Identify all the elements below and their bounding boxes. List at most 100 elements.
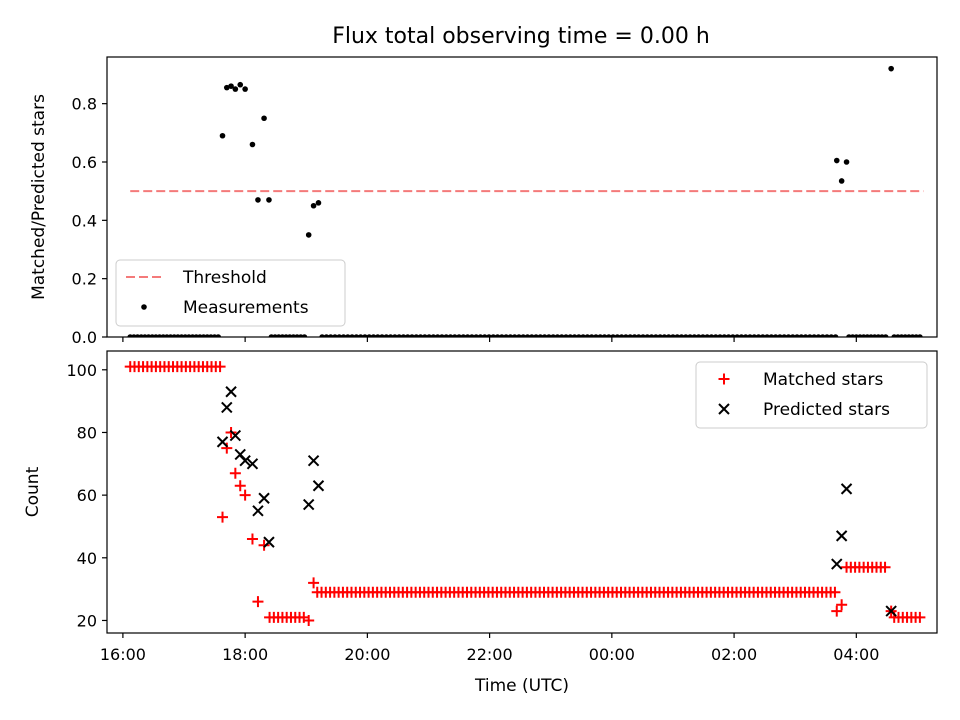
data-point [239, 454, 251, 467]
data-point [323, 334, 330, 337]
data-point [258, 492, 270, 504]
data-point [469, 334, 475, 337]
data-point [670, 334, 676, 337]
data-point [261, 115, 267, 122]
data-point [829, 586, 841, 598]
data-point [336, 334, 343, 337]
data-point [383, 334, 390, 337]
data-point [379, 334, 385, 337]
data-point [695, 334, 702, 337]
data-point [528, 334, 535, 337]
data-point [768, 334, 775, 337]
data-point [815, 334, 822, 337]
data-point [422, 334, 428, 337]
y-axis-label: Count [23, 466, 43, 517]
data-point [717, 334, 723, 337]
data-point [537, 334, 544, 337]
x-tick-label: 16:00 [100, 645, 146, 664]
y-tick-label: 100 [66, 361, 97, 380]
data-point [237, 81, 244, 88]
data-point [601, 334, 608, 337]
data-point [223, 84, 230, 91]
data-point [263, 536, 275, 548]
data-point [511, 334, 518, 337]
data-point [914, 611, 926, 623]
data-point [832, 334, 839, 337]
data-point [730, 334, 736, 337]
data-point [640, 334, 646, 337]
data-point [298, 611, 310, 623]
data-point [712, 334, 719, 337]
data-point [252, 505, 264, 517]
data-point [417, 334, 424, 337]
data-point [225, 386, 237, 398]
data-point [781, 334, 788, 337]
data-point [345, 334, 351, 337]
data-point [580, 334, 586, 337]
x-tick-label: 00:00 [589, 645, 635, 664]
data-point [366, 334, 373, 337]
data-point [477, 334, 484, 337]
data-point [349, 334, 355, 337]
data-point [439, 334, 445, 337]
data-point [593, 334, 599, 337]
axes-frame [106, 350, 938, 634]
data-point [217, 511, 229, 523]
x-tick-label: 20:00 [344, 645, 390, 664]
y-tick-label: 0.2 [72, 270, 97, 289]
data-point [516, 334, 522, 337]
data-point [725, 334, 732, 337]
data-point [357, 334, 364, 337]
data-point [242, 86, 248, 92]
x-tick-label: 22:00 [467, 645, 513, 664]
data-point [319, 334, 325, 337]
legend-label: Matched stars [763, 370, 883, 390]
data-point [747, 334, 753, 337]
data-point [490, 334, 497, 337]
data-point [657, 334, 663, 337]
data-point [370, 334, 377, 337]
data-point [550, 334, 556, 337]
data-point [831, 605, 843, 617]
data-point [246, 458, 259, 470]
data-point [302, 498, 315, 511]
data-point [541, 334, 548, 337]
x-tick-label: 04:00 [833, 645, 879, 664]
data-point [520, 334, 527, 337]
data-point [734, 334, 740, 337]
data-point [785, 334, 792, 337]
data-point [558, 334, 565, 337]
y-tick-label: 20 [77, 611, 97, 630]
data-point [266, 197, 272, 203]
data-point [464, 334, 471, 337]
legend-label: Threshold [182, 268, 267, 288]
data-point [214, 361, 226, 373]
data-point [353, 334, 360, 337]
data-point [802, 334, 809, 337]
legend-marker [718, 373, 730, 385]
data-point [618, 334, 625, 337]
data-point [229, 429, 242, 442]
data-point [755, 334, 762, 337]
data-point [216, 436, 229, 448]
data-point [836, 599, 848, 611]
data-point [687, 334, 693, 337]
data-point [798, 334, 805, 337]
data-point [400, 334, 407, 337]
data-point [301, 334, 308, 337]
data-point [409, 334, 415, 337]
data-point [683, 334, 689, 337]
y-tick-label: 0.6 [72, 153, 97, 172]
data-point [434, 334, 441, 337]
data-point [396, 334, 402, 337]
data-point [507, 334, 514, 337]
y-tick-label: 40 [77, 549, 97, 568]
data-point [481, 334, 488, 337]
data-point [460, 334, 467, 337]
data-point [308, 577, 320, 589]
data-point [533, 334, 539, 337]
plot-area [124, 361, 926, 626]
data-point [362, 334, 368, 337]
data-point [447, 334, 454, 337]
data-point [215, 334, 222, 337]
